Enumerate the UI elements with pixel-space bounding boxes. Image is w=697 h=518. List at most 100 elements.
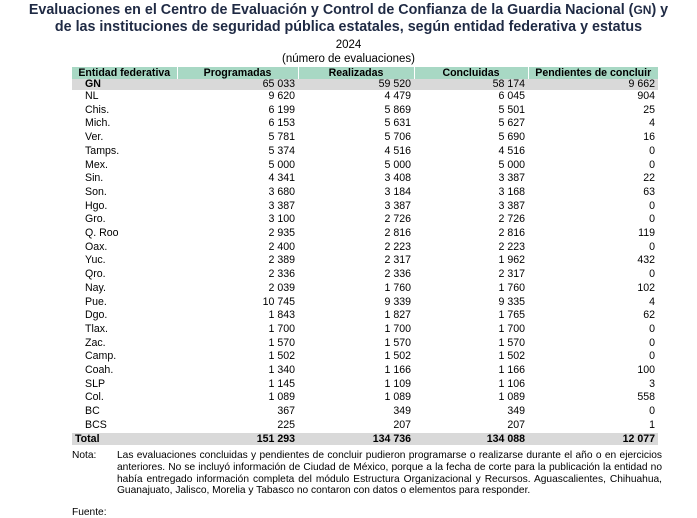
- table-row: Oax. 2 400 2 223 2 223 0: [72, 241, 658, 255]
- table-cell: 0: [649, 213, 655, 226]
- table-cell: 1 760: [384, 281, 411, 294]
- table-cell: 1 700: [498, 322, 525, 335]
- table-cell: Zac.: [85, 336, 106, 349]
- table-cell: 2 726: [498, 213, 525, 226]
- table-cell: Dgo.: [85, 309, 108, 322]
- table-cell: 5 374: [268, 144, 295, 157]
- table-cell: 1 089: [268, 391, 295, 404]
- table-cell: Total: [72, 432, 177, 445]
- table-cell: 432: [637, 254, 655, 267]
- table-cell: 2 223: [384, 240, 411, 253]
- table-cell: 1 109: [384, 377, 411, 390]
- title-line1-end: ) y: [651, 2, 669, 18]
- table-cell: Qro.: [85, 268, 106, 281]
- table-row: SLP 1 145 1 109 1 106 3: [72, 378, 658, 392]
- table-cell: 558: [637, 391, 655, 404]
- table-cell: 1 760: [498, 281, 525, 294]
- table-cell: 1 700: [384, 322, 411, 335]
- table-cell: 1 166: [498, 364, 525, 377]
- table-cell: 1 962: [498, 254, 525, 267]
- table-cell: Coah.: [85, 364, 114, 377]
- table-row: Chis. 6 199 5 869 5 501 25: [72, 104, 658, 118]
- table-row: Nay. 2 039 1 760 1 760 102: [72, 282, 658, 296]
- table-cell: 5 627: [498, 117, 525, 130]
- table-row: Camp. 1 502 1 502 1 502 0: [72, 350, 658, 364]
- table-cell: Pue.: [85, 295, 107, 308]
- table-cell: 5 000: [384, 158, 411, 171]
- table-row: Col. 1 089 1 089 1 089 558: [72, 391, 658, 405]
- table-cell: SLP: [85, 377, 106, 390]
- table-cell: 6 045: [498, 90, 525, 102]
- table-cell: 4 516: [498, 144, 525, 157]
- table-cell: 1 106: [498, 377, 525, 390]
- table-cell: 2 816: [384, 227, 411, 240]
- table-cell: Yuc.: [85, 254, 106, 267]
- table-cell: 1 089: [498, 391, 525, 404]
- table-cell: 58 174: [414, 79, 528, 90]
- table-cell: 5 690: [498, 131, 525, 144]
- table-row: Yuc. 2 389 2 317 1 962 432: [72, 254, 658, 268]
- table-cell: 5 706: [384, 131, 411, 144]
- note-label: Nota:: [72, 450, 97, 461]
- table-cell: 59 520: [298, 79, 414, 90]
- table-cell: 1 765: [498, 309, 525, 322]
- table-cell: 6 199: [268, 103, 295, 116]
- table-cell: 3 387: [384, 199, 411, 212]
- table-row: Dgo. 1 843 1 827 1 765 62: [72, 309, 658, 323]
- table-cell: BCS: [85, 418, 107, 431]
- table-row: Q. Roo 2 935 2 816 2 816 119: [72, 227, 658, 241]
- table-cell: 5 501: [498, 103, 525, 116]
- table-cell: 5 781: [268, 131, 295, 144]
- table-cell: Mex.: [85, 158, 108, 171]
- table-cell: 1 502: [384, 350, 411, 363]
- column-header: Programadas: [176, 67, 298, 79]
- table-cell: 4 341: [268, 172, 295, 185]
- table-cell: Gro.: [85, 213, 106, 226]
- table-cell: 63: [643, 185, 655, 198]
- table-cell: 9 335: [498, 295, 525, 308]
- table-cell: 100: [637, 364, 655, 377]
- table-cell: 3 408: [384, 172, 411, 185]
- table-cell: Col.: [85, 391, 104, 404]
- table-row: Gro. 3 100 2 726 2 726 0: [72, 213, 658, 227]
- table-cell: 151 293: [177, 432, 298, 445]
- table-cell: 3 184: [384, 185, 411, 198]
- table-cell: 0: [649, 199, 655, 212]
- table-cell: 5 000: [268, 158, 295, 171]
- table-cell: 25: [643, 103, 655, 116]
- table-cell: 62: [643, 309, 655, 322]
- source-line: Fuente:: [72, 507, 107, 518]
- table-row: Hgo. 3 387 3 387 3 387 0: [72, 200, 658, 214]
- table-cell: 5 869: [384, 103, 411, 116]
- table-cell: 1 502: [498, 350, 525, 363]
- table-row: Ver. 5 781 5 706 5 690 16: [72, 131, 658, 145]
- table-cell: 1 502: [268, 350, 295, 363]
- table-cell: 904: [637, 90, 655, 102]
- table-row: Tamps. 5 374 4 516 4 516 0: [72, 145, 658, 159]
- table-cell: Tlax.: [85, 322, 108, 335]
- table-cell: 0: [649, 158, 655, 171]
- table-cell: 1 827: [384, 309, 411, 322]
- table-cell: 2 816: [498, 227, 525, 240]
- table-cell: 1 340: [268, 364, 295, 377]
- table-cell: 2 336: [268, 268, 295, 281]
- table-cell: 225: [277, 418, 295, 431]
- table-cell: 5 000: [498, 158, 525, 171]
- column-header: Realizadas: [297, 67, 414, 79]
- table-cell: 134 736: [298, 432, 414, 445]
- column-header: Pendientes de concluir: [527, 67, 658, 79]
- note-text: Las evaluaciones concluidas y pendientes…: [117, 450, 662, 497]
- table-cell: Camp.: [85, 350, 117, 363]
- table-row: Coah. 1 340 1 166 1 166 100: [72, 364, 658, 378]
- table-cell: 1 570: [384, 336, 411, 349]
- table-cell: 1 700: [268, 322, 295, 335]
- table-cell: 207: [393, 418, 411, 431]
- table-cell: 349: [507, 405, 525, 418]
- table-row: Son. 3 680 3 184 3 168 63: [72, 186, 658, 200]
- table-cell: 9 662: [528, 79, 658, 90]
- table-cell: 2 726: [384, 213, 411, 226]
- table-cell: 102: [637, 281, 655, 294]
- column-header: Entidad federativa: [72, 67, 177, 79]
- table-cell: 3 387: [498, 199, 525, 212]
- header-row: Entidad federativa Programadas Realizada…: [72, 67, 658, 79]
